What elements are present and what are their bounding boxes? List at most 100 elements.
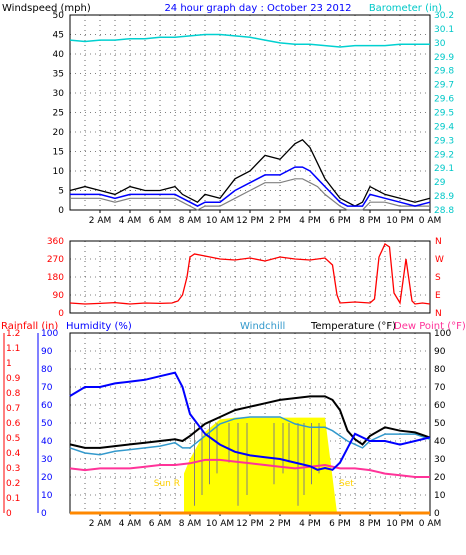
rain-axis-ytick-label: 0.8 [6,389,21,399]
wind-xtick-label: 6 AM [149,216,172,226]
sunset-label: Set [339,479,354,489]
humidity-axis-ytick-label: 60 [41,401,53,411]
wind-right-ytick-label: 29.8 [434,67,454,77]
barometer-line [69,33,430,48]
rain-axis-ytick-label: 0.6 [6,419,21,429]
temp-right-ytick-label: 70 [434,383,446,393]
rain-axis-ytick-label: 0 [6,509,12,519]
wind-right-ytick-label: 29 [434,178,446,188]
windchill-label: Windchill [240,321,285,332]
rain-axis-ytick-label: 0.3 [6,464,20,474]
temp-xtick-label: 4 PM [299,519,321,529]
temp-xtick-label: 10 PM [386,519,414,529]
dewpoint-line [69,458,430,478]
wind-left-ytick-label: 0 [58,206,64,216]
humidity-ylabel: Humidity (%) [66,321,132,332]
temp-right-ytick-label: 20 [434,473,446,483]
direction-left-ytick-label: 0 [58,309,64,319]
direction-left-ytick-label: 360 [47,237,64,247]
rain-axis-ytick-label: 0.5 [6,434,20,444]
wind-right-ytick-label: 29.3 [434,136,454,146]
wind-right-ytick-label: 28.8 [434,206,454,216]
humidity-axis-ytick-label: 90 [41,347,53,357]
humidity-line [69,371,431,471]
wind-left-ytick-label: 50 [53,11,65,21]
wind-right-ytick-label: 29.5 [434,109,454,119]
wind-left-ytick-label: 35 [53,70,64,80]
wind-xtick-label: 10 PM [386,216,414,226]
wind-right-ytick-label: 29.7 [434,81,454,91]
temp-xtick-label: 8 PM [359,519,381,529]
temp-right-ytick-label: 10 [434,491,446,501]
humidity-axis-ytick-label: 50 [41,419,53,429]
humidity-axis-ytick-label: 40 [41,437,53,447]
sunrise-label: Sun R [154,479,180,489]
temperature-ylabel: Temperature (°F) [310,321,396,332]
wind-right-ytick-label: 29.4 [434,122,454,132]
humidity-axis-ytick-label: 100 [41,329,58,339]
temp-right-ytick-label: 80 [434,365,446,375]
wind-left-ytick-label: 25 [53,109,64,119]
wind-right-ytick-label: 30 [434,39,446,49]
wind-left-ytick-label: 15 [53,148,64,158]
humidity-axis-ytick-label: 30 [41,455,53,465]
wind-xtick-label: 4 AM [119,216,142,226]
rain-axis-ytick-label: 1 [6,359,12,369]
wind-left-ytick-label: 5 [58,187,64,197]
dewpoint-label: Dew Point (°F) [394,321,466,332]
rain-axis-ytick-label: 1.2 [6,329,20,339]
temperature-line [69,395,431,449]
wind-ylabel-right: Barometer (in) [369,3,442,14]
direction-right-ytick-label: W [435,255,444,265]
wind-right-ytick-label: 29.2 [434,150,454,160]
humidity-axis-ytick-label: 0 [41,509,47,519]
wind-right-ytick-label: 30.2 [434,11,454,21]
humidity-axis-ytick-label: 20 [41,473,53,483]
wind-left-ytick-label: 40 [53,50,65,60]
wind-gust-line [69,138,431,207]
wind-xtick-label: 12 PM [236,216,264,226]
temp-xtick-label: 2 PM [269,519,291,529]
wind-left-ytick-label: 20 [53,128,65,138]
direction-left-ytick-label: 90 [53,291,65,301]
direction-right-ytick-label: E [435,291,441,301]
temp-xtick-label: 4 AM [119,519,142,529]
wind-left-ytick-label: 10 [53,167,65,177]
temp-xtick-label: 6 PM [329,519,351,529]
temp-xtick-label: 6 AM [149,519,172,529]
rain-axis-ytick-label: 1.1 [6,344,20,354]
wind-right-ytick-label: 29.6 [434,95,454,105]
temp-right-ytick-label: 50 [434,419,446,429]
wind-xtick-label: 2 AM [89,216,112,226]
rain-axis-ytick-label: 0.4 [6,449,21,459]
temp-right-ytick-label: 30 [434,455,446,465]
direction-right-ytick-label: N [435,237,442,247]
wind-gray-line [70,178,430,211]
temp-xtick-label: 2 AM [89,519,112,529]
windchill-line [69,416,431,456]
temp-right-ytick-label: 100 [434,329,451,339]
humidity-axis-ytick-label: 80 [41,365,53,375]
wind-xtick-label: 8 PM [359,216,381,226]
temp-right-ytick-label: 60 [434,401,446,411]
temp-xtick-label: 12 PM [236,519,264,529]
wind-xtick-label: 10 AM [206,216,234,226]
rain-axis-ytick-label: 0.1 [6,494,20,504]
wind-xtick-label: 8 AM [179,216,202,226]
temp-right-ytick-label: 0 [434,509,440,519]
direction-left-ytick-label: 270 [47,255,64,265]
temp-xtick-label: 8 AM [179,519,202,529]
rain-axis-ytick-label: 0.7 [6,404,20,414]
direction-right-ytick-label: S [435,273,441,283]
wind-ylabel-left: Windspeed (mph) [2,3,91,14]
direction-right-ytick-label: N [435,309,442,319]
wind-title: 24 hour graph day : October 23 2012 [164,3,351,14]
wind-right-ytick-label: 29.9 [434,53,454,63]
wind-right-ytick-label: 30.1 [434,25,454,35]
temp-right-ytick-label: 90 [434,347,446,357]
wind-avg-line [70,166,431,207]
humidity-axis-ytick-label: 10 [41,491,53,501]
wind-xtick-label: 4 PM [299,216,321,226]
humidity-axis-ytick-label: 70 [41,383,53,393]
